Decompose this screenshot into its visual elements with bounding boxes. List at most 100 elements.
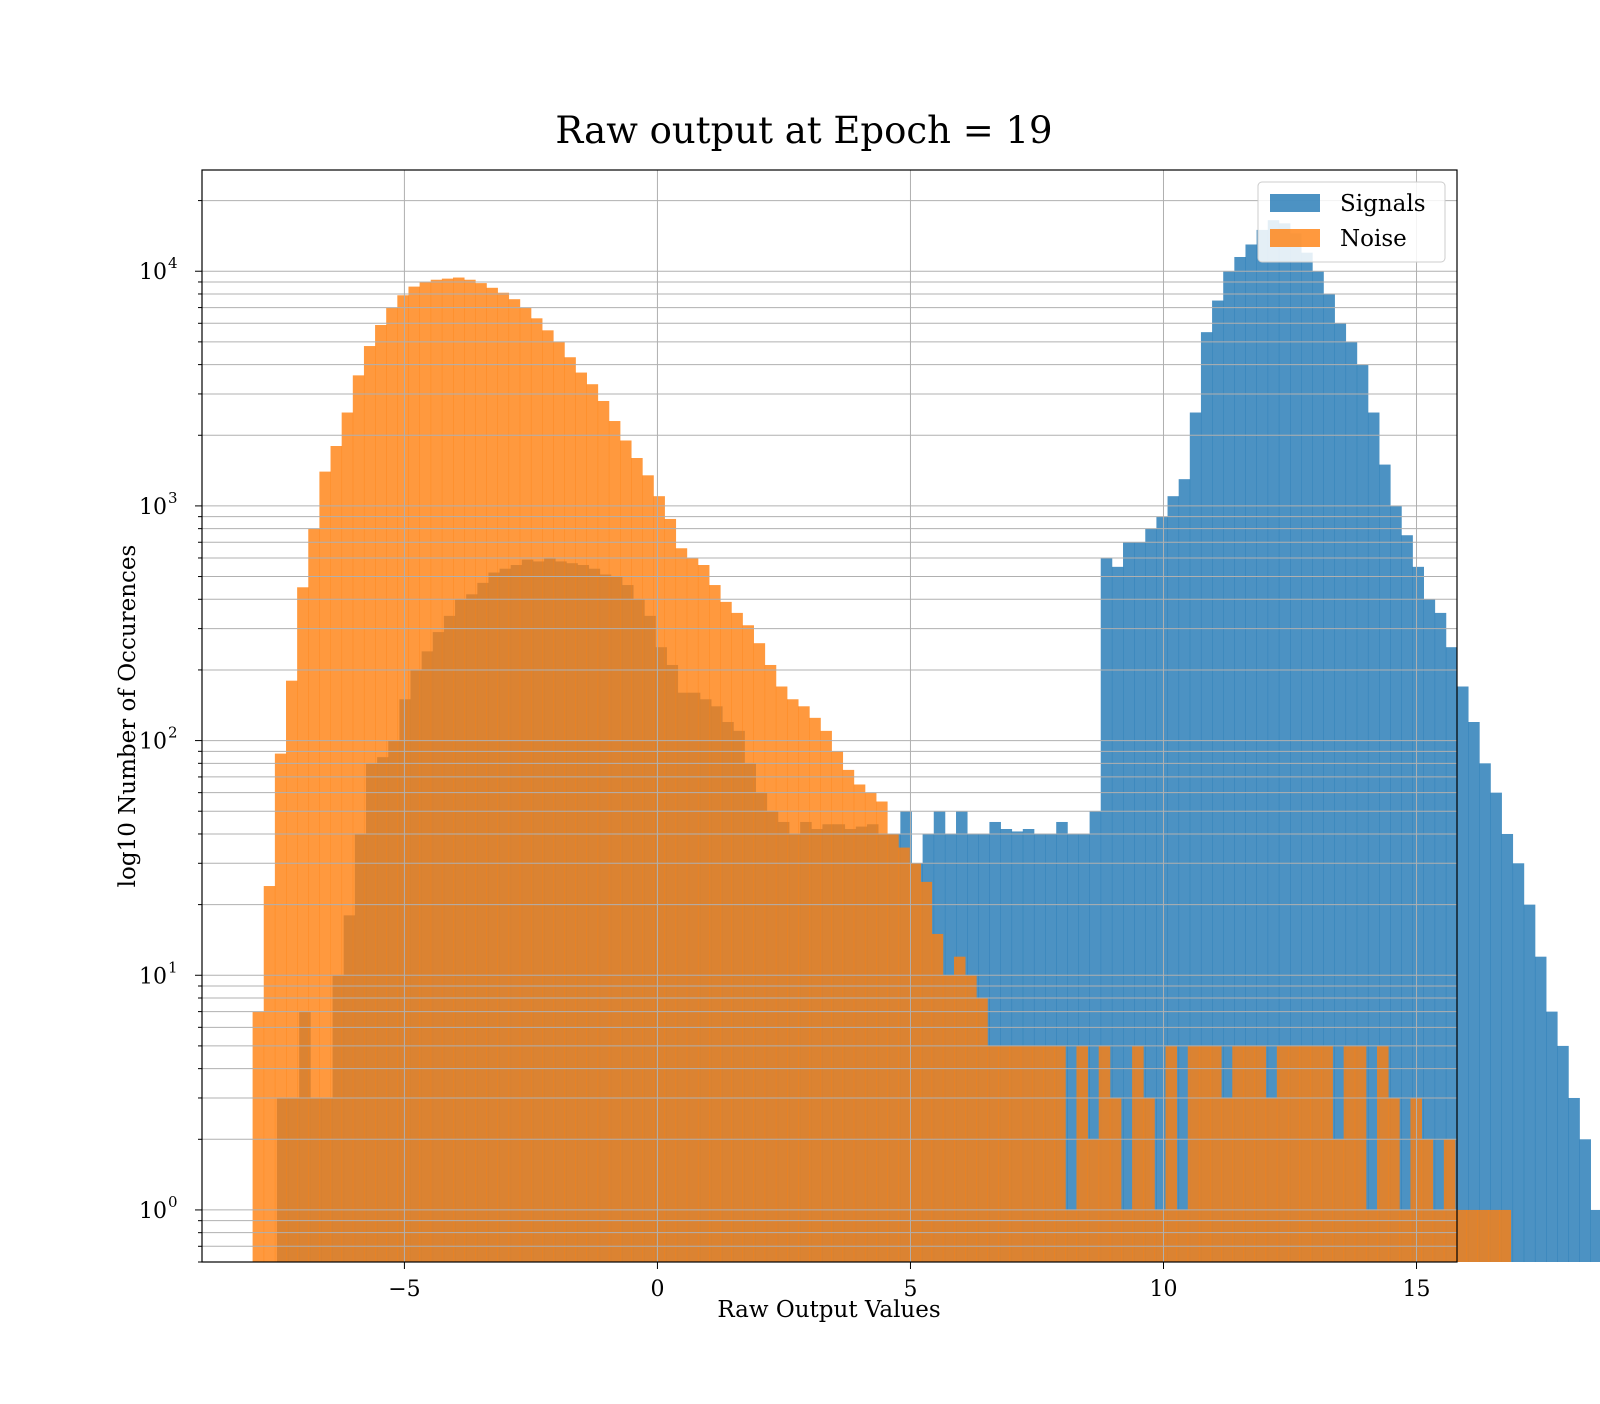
y-axis-label: log10 Number of Occurences bbox=[115, 545, 141, 888]
noise-bar bbox=[1143, 1097, 1155, 1262]
noise-bar bbox=[920, 881, 933, 1262]
noise-bar bbox=[553, 341, 565, 1262]
noise-bar bbox=[508, 299, 521, 1262]
noise-bar bbox=[1109, 1097, 1122, 1262]
y-tick-label: 10 bbox=[139, 1199, 167, 1224]
noise-bar bbox=[642, 475, 654, 1262]
noise-bar bbox=[731, 612, 743, 1262]
noise-bar bbox=[976, 998, 988, 1262]
noise-bar bbox=[1332, 1139, 1345, 1262]
signals-bar bbox=[1134, 542, 1146, 1262]
noise-bar bbox=[953, 956, 966, 1262]
noise-bar bbox=[1488, 1209, 1500, 1262]
noise-bar bbox=[831, 751, 844, 1262]
noise-bar bbox=[1365, 1209, 1378, 1262]
signals-bar bbox=[1123, 542, 1135, 1262]
noise-bar bbox=[775, 686, 788, 1262]
noise-bar bbox=[1076, 1045, 1088, 1262]
noise-bar bbox=[1421, 1139, 1434, 1262]
noise-bar bbox=[909, 863, 921, 1262]
noise-bar bbox=[1120, 1209, 1133, 1262]
noise-bar bbox=[876, 801, 888, 1262]
noise-bar bbox=[1020, 1045, 1033, 1262]
noise-bar bbox=[675, 548, 688, 1262]
noise-bar bbox=[1065, 1209, 1077, 1262]
signals-bar bbox=[1367, 412, 1380, 1262]
noise-bar bbox=[263, 886, 276, 1262]
noise-bar bbox=[887, 833, 899, 1262]
noise-bar bbox=[1466, 1209, 1478, 1262]
x-tick-label: −5 bbox=[388, 1277, 420, 1302]
signals-bar bbox=[1546, 1011, 1558, 1262]
signals-bar bbox=[1490, 792, 1502, 1262]
noise-bar bbox=[1265, 1097, 1278, 1262]
noise-bar bbox=[297, 587, 309, 1262]
noise-bar bbox=[1388, 1097, 1400, 1262]
noise-bar bbox=[898, 847, 910, 1262]
signals-bar bbox=[1479, 763, 1491, 1262]
noise-bar bbox=[720, 601, 732, 1262]
signals-bar bbox=[1290, 233, 1302, 1263]
noise-bar bbox=[1243, 1045, 1255, 1262]
noise-bar bbox=[1399, 1209, 1411, 1262]
noise-bar bbox=[542, 330, 554, 1263]
signals-bar bbox=[1223, 271, 1235, 1263]
signals-bar bbox=[1189, 412, 1202, 1262]
noise-bar bbox=[1443, 1139, 1456, 1262]
noise-bar bbox=[397, 295, 409, 1262]
y-tick-exponent: 0 bbox=[168, 1193, 178, 1211]
signals-bar bbox=[1501, 833, 1514, 1262]
noise-bar bbox=[608, 421, 621, 1262]
noise-bar bbox=[1377, 1045, 1389, 1262]
signals-bar bbox=[1457, 686, 1469, 1262]
noise-bar bbox=[419, 281, 432, 1263]
noise-bar bbox=[1043, 1045, 1055, 1262]
signals-bar bbox=[1301, 252, 1313, 1262]
noise-bar bbox=[1343, 1045, 1356, 1262]
noise-bar bbox=[697, 565, 710, 1262]
signals-bar bbox=[1089, 811, 1102, 1262]
noise-bar bbox=[330, 446, 343, 1262]
noise-bar bbox=[308, 528, 320, 1262]
signals-bar bbox=[1056, 821, 1068, 1262]
noise-bar bbox=[464, 279, 476, 1263]
noise-bar bbox=[1165, 1045, 1178, 1262]
signals-bar bbox=[1523, 904, 1536, 1262]
noise-bar bbox=[453, 277, 465, 1262]
x-tick-label: 5 bbox=[903, 1277, 917, 1302]
x-axis-label: Raw Output Values bbox=[717, 1297, 940, 1323]
signals-bar bbox=[1212, 300, 1224, 1262]
noise-bar bbox=[441, 278, 454, 1262]
y-tick-exponent: 1 bbox=[168, 958, 178, 976]
noise-bar bbox=[1321, 1045, 1333, 1262]
y-tick-label: 10 bbox=[139, 730, 167, 755]
signals-bar bbox=[1412, 566, 1424, 1262]
signals-bar bbox=[1278, 223, 1291, 1263]
noise-bar bbox=[798, 706, 810, 1262]
signals-bar bbox=[1323, 293, 1335, 1263]
noise-bar bbox=[965, 975, 977, 1262]
x-tick-label: 10 bbox=[1149, 1277, 1177, 1302]
noise-bar bbox=[753, 643, 766, 1262]
noise-bar bbox=[274, 753, 287, 1262]
signals-bar bbox=[1390, 505, 1402, 1262]
noise-bar bbox=[686, 557, 699, 1262]
signals-bar bbox=[1267, 220, 1280, 1263]
chart-title: Raw output at Epoch = 19 bbox=[555, 109, 1052, 152]
signals-bar bbox=[1156, 516, 1168, 1262]
noise-bar bbox=[530, 318, 543, 1262]
noise-bar bbox=[820, 730, 832, 1262]
grid-layer bbox=[202, 170, 1457, 1263]
noise-bar bbox=[319, 471, 331, 1262]
noise-bar bbox=[1232, 1045, 1244, 1262]
noise-bar bbox=[1154, 1209, 1166, 1262]
noise-bar bbox=[1299, 1045, 1311, 1262]
noise-bar bbox=[1276, 1045, 1289, 1262]
noise-bar bbox=[742, 625, 754, 1262]
signals-bar bbox=[1590, 1209, 1600, 1262]
legend-swatch-signals bbox=[1270, 194, 1320, 212]
noise-bar bbox=[1098, 1045, 1111, 1262]
noise-bar bbox=[564, 357, 576, 1262]
noise-bar bbox=[1354, 1045, 1367, 1262]
